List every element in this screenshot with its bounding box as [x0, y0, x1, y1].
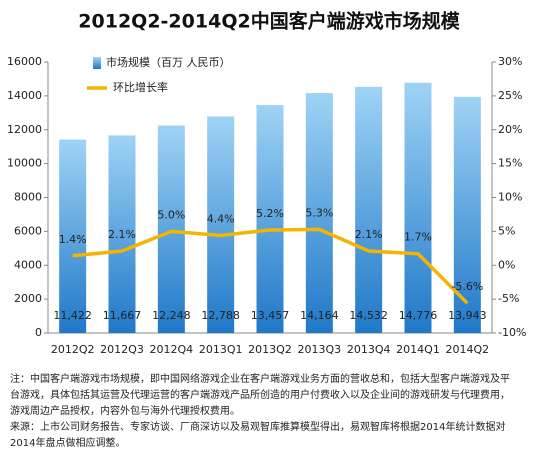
bar	[207, 116, 235, 333]
note: 来源：上市公司财务报告、专家访谈、厂商深访以及易观智库推算模型得出，易观智库将根…	[10, 422, 506, 449]
y2-tick-label: 10%	[498, 191, 522, 204]
x-tick-label: 2014Q1	[396, 343, 440, 356]
legend-label: 环比增长率	[113, 80, 168, 94]
line-value-label: 5.2%	[256, 207, 284, 220]
bar-value-label: 14,776	[399, 309, 438, 322]
bar-value-label: 14,532	[349, 309, 388, 322]
y2-tick-label: -5%	[498, 292, 519, 305]
y-tick-label: 16000	[7, 55, 42, 68]
y-tick-label: 10000	[7, 157, 42, 170]
y2-tick-label: 15%	[498, 157, 522, 170]
y-tick-label: 4000	[14, 258, 42, 271]
x-tick-label: 2013Q3	[298, 343, 342, 356]
bar-value-label: 13,457	[251, 309, 290, 322]
legend-swatch	[93, 57, 101, 69]
y-tick-label: 0	[35, 326, 42, 339]
bar-value-label: 11,667	[103, 309, 142, 322]
legend-label: 市场规模（百万 人民币）	[106, 55, 231, 69]
bar	[108, 135, 136, 333]
y-tick-label: 12000	[7, 123, 42, 136]
line	[72, 227, 469, 305]
bar	[157, 125, 185, 333]
chart: 2012Q2-2014Q2中国客户端游戏市场规模 0 2000 4000 6000 80…	[7, 10, 526, 357]
bar	[59, 139, 87, 333]
bar-value-label: 11,422	[53, 309, 92, 322]
bar	[404, 82, 432, 333]
y2-tick-label: 25%	[498, 89, 522, 102]
line-value-label: 5.0%	[157, 208, 185, 221]
y2-tick-label: 20%	[498, 123, 522, 136]
note: 注：中国客户端游戏市场规模，即中国网络游戏企业在客户端游戏业务方面的营收总和，包…	[10, 374, 510, 417]
bar-value-label: 12,248	[152, 309, 191, 322]
notes: 注：中国客户端游戏市场规模，即中国网络游戏企业在客户端游戏业务方面的营收总和，包…	[10, 372, 510, 452]
y2-tick-label: 5%	[498, 224, 515, 237]
x-tick-label: 2014Q2	[446, 343, 490, 356]
x-tick-label: 2013Q1	[199, 343, 243, 356]
chart-title: 2012Q2-2014Q2中国客户端游戏市场规模	[78, 10, 460, 33]
x-tick-label: 2012Q4	[150, 343, 194, 356]
line-value-label: 1.4%	[59, 233, 87, 246]
y-tick-label: 14000	[7, 89, 42, 102]
y-tick-label: 2000	[14, 292, 42, 305]
line-value-label: -5.6%	[451, 280, 483, 293]
line-value-label: 4.4%	[207, 212, 235, 225]
bar-value-label: 13,943	[448, 309, 487, 322]
line-value-label: 5.3%	[305, 206, 333, 219]
x-tick-label: 2012Q3	[100, 343, 144, 356]
y2-tick-label: 0%	[498, 258, 515, 271]
bar-value-label: 14,164	[300, 309, 339, 322]
y-tick-label: 8000	[14, 191, 42, 204]
bar	[355, 86, 383, 333]
y2-tick-label: -10%	[498, 326, 526, 339]
line-value-label: 2.1%	[108, 228, 136, 241]
x-tick-label: 2012Q2	[51, 343, 95, 356]
bar	[453, 96, 481, 333]
x-tick-label: 2013Q4	[347, 343, 391, 356]
line-value-label: 1.7%	[404, 231, 432, 244]
bar-value-label: 12,788	[201, 309, 240, 322]
bar	[256, 105, 284, 334]
bar	[305, 93, 333, 333]
y-tick-label: 6000	[14, 224, 42, 237]
y2-tick-label: 30%	[498, 55, 522, 68]
line-value-label: 2.1%	[355, 228, 383, 241]
x-tick-label: 2013Q2	[248, 343, 292, 356]
